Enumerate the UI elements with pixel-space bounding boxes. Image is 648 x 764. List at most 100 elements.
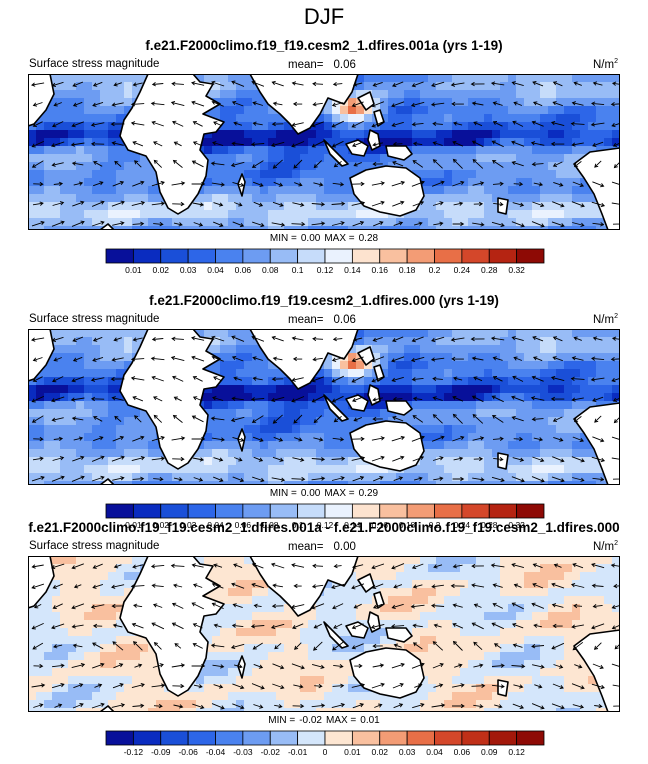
field-cell <box>580 218 589 227</box>
field-cell <box>36 409 45 418</box>
field-cell <box>212 556 221 565</box>
field-cell <box>396 481 405 485</box>
field-cell <box>36 644 45 653</box>
field-cell <box>284 186 293 195</box>
colorbar-tick-label: 0.02 <box>152 520 170 530</box>
field-cell <box>580 146 589 155</box>
field-cell <box>332 644 341 653</box>
vector-arrow <box>33 436 44 442</box>
field-cell <box>140 449 149 458</box>
field-cell <box>308 441 317 450</box>
field-cell <box>36 417 45 426</box>
field-cell <box>420 692 429 701</box>
field-cell <box>556 620 565 629</box>
field-cell <box>492 154 501 163</box>
field-cell <box>52 449 61 458</box>
field-cell <box>492 202 501 211</box>
field-cell <box>244 684 253 693</box>
vector-arrow <box>114 160 122 167</box>
field-cell <box>308 178 317 187</box>
field-cell <box>572 588 581 597</box>
field-cell <box>36 130 45 139</box>
field-cell <box>268 146 277 155</box>
field-cell <box>468 202 477 211</box>
field-cell <box>52 433 61 442</box>
field-cell <box>556 122 565 131</box>
field-cell <box>332 612 341 621</box>
field-cell <box>196 226 205 230</box>
field-cell <box>540 676 549 685</box>
colorbar-swatch <box>434 248 463 264</box>
island-outline <box>497 197 509 215</box>
field-cell <box>524 660 533 669</box>
field-cell <box>260 162 269 171</box>
field-cell <box>404 572 413 581</box>
field-cell <box>508 700 517 709</box>
field-cell <box>508 74 517 83</box>
field-cell <box>236 580 245 589</box>
field-cell <box>108 564 117 573</box>
field-cell <box>116 361 125 370</box>
field-cell <box>372 580 381 589</box>
field-cell <box>452 353 461 362</box>
field-cell <box>60 130 69 139</box>
field-cell <box>420 170 429 179</box>
vector-arrow <box>492 356 503 361</box>
vector-arrow <box>31 475 45 482</box>
field-cell <box>444 218 453 227</box>
field-cell <box>388 385 397 394</box>
field-cell <box>28 604 37 613</box>
field-cell <box>612 604 620 613</box>
field-cell <box>532 596 541 605</box>
field-cell <box>140 425 149 434</box>
field-cell <box>284 644 293 653</box>
field-cell <box>444 604 453 613</box>
field-cell <box>28 676 37 685</box>
field-cell <box>548 194 557 203</box>
field-cell <box>308 684 317 693</box>
field-cell <box>252 218 261 227</box>
field-cell <box>124 652 133 661</box>
field-cell <box>252 604 261 613</box>
field-cell <box>484 146 493 155</box>
field-cell <box>220 90 229 99</box>
field-cell <box>76 90 85 99</box>
field-cell <box>332 620 341 629</box>
field-cell <box>524 345 533 354</box>
colorbar-tick-label: 0.02 <box>152 265 170 275</box>
field-cell <box>340 114 349 123</box>
field-cell <box>452 82 461 91</box>
field-cell <box>356 218 365 227</box>
field-cell <box>540 604 549 613</box>
field-cell <box>436 146 445 155</box>
field-cell <box>604 369 613 378</box>
field-cell <box>444 202 453 211</box>
field-cell <box>564 644 573 653</box>
field-cell <box>436 700 445 709</box>
field-cell <box>316 401 325 410</box>
vector-arrow <box>512 202 525 207</box>
field-cell <box>588 353 597 362</box>
field-cell <box>268 700 277 709</box>
field-cell <box>204 556 213 565</box>
field-cell <box>420 329 429 338</box>
field-cell <box>460 700 469 709</box>
field-cell <box>68 369 77 378</box>
field-cell <box>284 393 293 402</box>
field-cell <box>428 74 437 83</box>
field-cell <box>84 210 93 219</box>
field-cell <box>524 572 533 581</box>
field-cell <box>252 90 261 99</box>
field-cell <box>572 186 581 195</box>
field-cell <box>452 425 461 434</box>
field-cell <box>68 90 77 99</box>
field-cell <box>476 170 485 179</box>
vector-arrow <box>430 102 445 107</box>
field-cell <box>108 604 117 613</box>
field-cell <box>100 186 109 195</box>
field-cell <box>436 138 445 147</box>
field-cell <box>228 194 237 203</box>
field-cell <box>476 457 485 466</box>
field-cell <box>604 122 613 131</box>
field-cell <box>52 473 61 482</box>
